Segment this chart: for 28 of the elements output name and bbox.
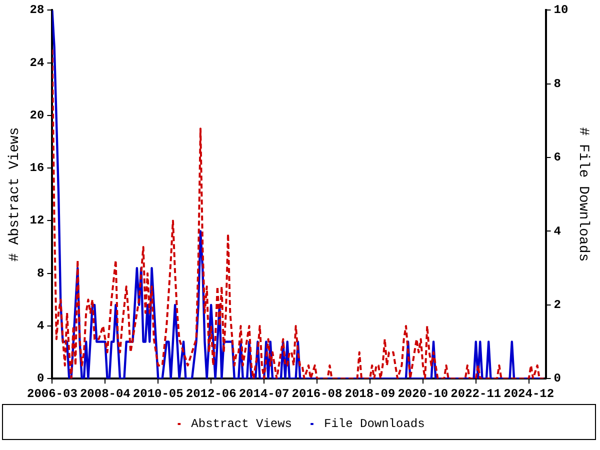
y-axis-title: # Abstract Views [7, 127, 24, 262]
y2-tick-label: 2 [554, 298, 561, 312]
y2-tick-label: 6 [554, 150, 561, 165]
y-tick-label: 28 [30, 3, 44, 18]
legend-label: File Downloads [324, 417, 425, 432]
y2-tick-label: 10 [554, 3, 568, 18]
y2-axis-title: # File Downloads [574, 127, 591, 262]
x-tick-label: 2014-07 [238, 386, 290, 401]
legend-label: Abstract Views [191, 417, 292, 432]
x-tick-label: 2006-03 [26, 386, 78, 401]
x-tick-label: 2010-05 [132, 386, 184, 401]
y-tick-label: 12 [30, 214, 44, 228]
x-tick-label: 2018-09 [344, 386, 396, 401]
x-tick-label: 2016-08 [292, 386, 342, 401]
x-tick-label: 2020-10 [398, 386, 448, 401]
x-tick-label: 2024-12 [504, 386, 554, 401]
y-tick-label: 24 [30, 56, 44, 70]
y2-tick-label: 8 [554, 76, 561, 91]
y-tick-label: 8 [37, 266, 44, 280]
y-tick-label: 4 [37, 318, 44, 333]
x-tick-label: 2022-11 [450, 386, 502, 401]
y2-tick-label: 4 [554, 224, 561, 238]
x-tick-label: 2008-04 [80, 386, 130, 401]
x-tick-label: 2012-06 [186, 386, 236, 401]
y-tick-label: 16 [30, 161, 44, 176]
y-tick-label: 0 [37, 372, 44, 386]
y-tick-label: 20 [30, 108, 44, 122]
y2-tick-label: 0 [554, 372, 561, 386]
